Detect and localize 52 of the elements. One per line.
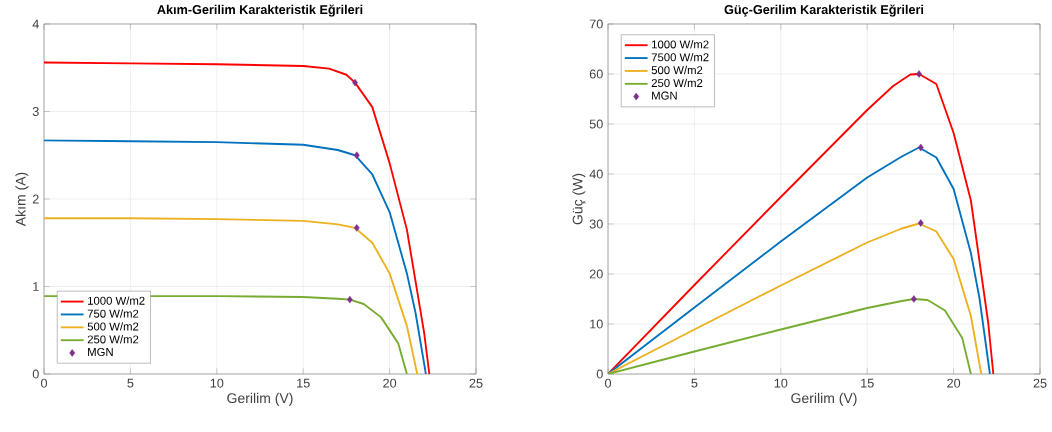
x-tick-label: 10 xyxy=(210,378,224,388)
chart-title: Akım-Gerilim Karakteristik Eğrileri xyxy=(157,4,363,17)
chart-title: Güç-Gerilim Karakteristik Eğrileri xyxy=(724,4,924,17)
x-tick-label: 25 xyxy=(1033,378,1047,388)
y-tick-label: 0 xyxy=(596,369,603,379)
legend-label: 7500 W/m2 xyxy=(651,52,709,62)
x-tick-label: 0 xyxy=(604,378,612,388)
x-axis-title: Gerilim (V) xyxy=(227,392,293,406)
point xyxy=(346,295,353,304)
point xyxy=(917,219,924,227)
x-tick-label: 15 xyxy=(297,378,310,388)
point xyxy=(910,295,917,303)
legend-label: MGN xyxy=(88,348,113,356)
y-tick-label: 1 xyxy=(33,282,39,291)
legend-label: 250 W/m2 xyxy=(87,335,139,344)
y-tick-label: 50 xyxy=(589,119,603,129)
y-tick-label: 4 xyxy=(32,19,39,29)
legend-label: 500 W/m2 xyxy=(87,322,139,331)
y-tick-label: 40 xyxy=(589,169,603,179)
x-tick-label: 0 xyxy=(40,378,48,388)
legend-label: 250 W/m2 xyxy=(651,78,703,88)
legend-label: 750 W/m2 xyxy=(87,309,139,318)
y-tick-label: 60 xyxy=(589,69,603,79)
y-tick-label: 30 xyxy=(589,219,603,229)
y-tick-label: 0 xyxy=(32,369,39,379)
line-series xyxy=(44,139,427,374)
x-tick-label: 20 xyxy=(383,378,397,388)
y-tick-label: 70 xyxy=(589,19,603,29)
point xyxy=(917,143,924,152)
x-tick-label: 10 xyxy=(774,378,788,388)
x-tick-label: 5 xyxy=(127,378,134,388)
y-tick-label: 10 xyxy=(590,319,603,329)
point xyxy=(916,70,922,78)
y-tick-label: 3 xyxy=(32,107,39,116)
legend-label: 1000 W/m2 xyxy=(652,40,709,49)
x-tick-label: 15 xyxy=(861,378,874,388)
line-series xyxy=(44,217,419,374)
legend-label: 500 W/m2 xyxy=(651,65,703,75)
y-axis-title: Güç (W) xyxy=(572,173,586,225)
x-tick-label: 20 xyxy=(947,378,961,388)
x-tick-label: 25 xyxy=(469,378,483,388)
line-series xyxy=(608,146,991,374)
point xyxy=(353,224,360,232)
x-axis-title: Gerilim (V) xyxy=(791,392,857,406)
x-tick-label: 5 xyxy=(691,378,698,388)
legend-label: MGN xyxy=(652,91,677,100)
y-axis-title: Akım (A) xyxy=(15,172,29,227)
point xyxy=(353,151,360,159)
y-tick-label: 2 xyxy=(32,194,39,204)
y-tick-label: 20 xyxy=(589,269,603,279)
line-series xyxy=(44,61,431,374)
legend-label: 1000 W/m2 xyxy=(88,296,145,305)
